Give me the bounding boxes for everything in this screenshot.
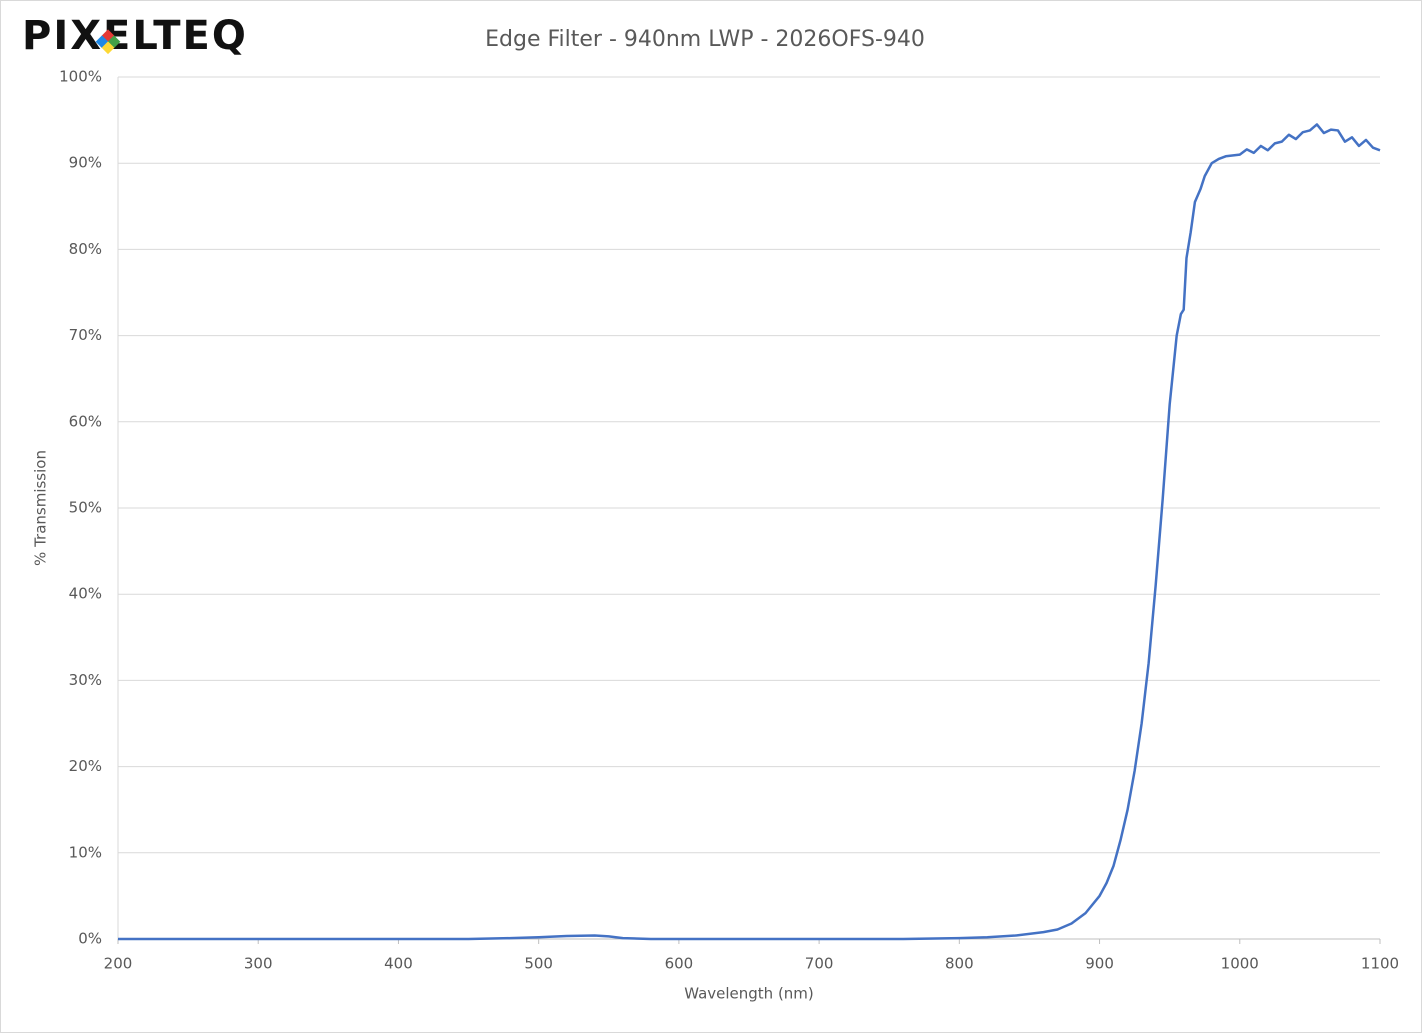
y-tick-label: 100%	[59, 68, 102, 86]
x-tick-label: 800	[945, 955, 974, 973]
x-tick-label: 300	[244, 955, 273, 973]
x-tick-label: 1000	[1221, 955, 1259, 973]
x-tick-label: 500	[524, 955, 553, 973]
y-tick-label: 70%	[69, 326, 102, 344]
x-tick-label: 900	[1085, 955, 1114, 973]
logo: PIXELTEQ	[22, 13, 248, 59]
x-tick-label: 200	[104, 955, 133, 973]
y-tick-label: 10%	[69, 843, 102, 861]
x-tick-label: 400	[384, 955, 413, 973]
x-tick-label: 600	[665, 955, 694, 973]
y-tick-label: 60%	[69, 412, 102, 430]
y-tick-label: 90%	[69, 154, 102, 172]
y-tick-label: 0%	[78, 930, 102, 948]
y-tick-label: 40%	[69, 585, 102, 603]
y-tick-label: 80%	[69, 240, 102, 258]
y-tick-label: 50%	[69, 499, 102, 517]
x-tick-label: 700	[805, 955, 834, 973]
data-line	[118, 123, 1381, 941]
y-tick-label: 20%	[69, 757, 102, 775]
x-axis-label: Wavelength (nm)	[684, 985, 814, 1003]
y-axis-label: % Transmission	[32, 450, 50, 566]
chart-title: Edge Filter - 940nm LWP - 2026OFS-940	[485, 27, 925, 52]
x-tick-label: 1100	[1361, 955, 1399, 973]
y-tick-label: 30%	[69, 671, 102, 689]
